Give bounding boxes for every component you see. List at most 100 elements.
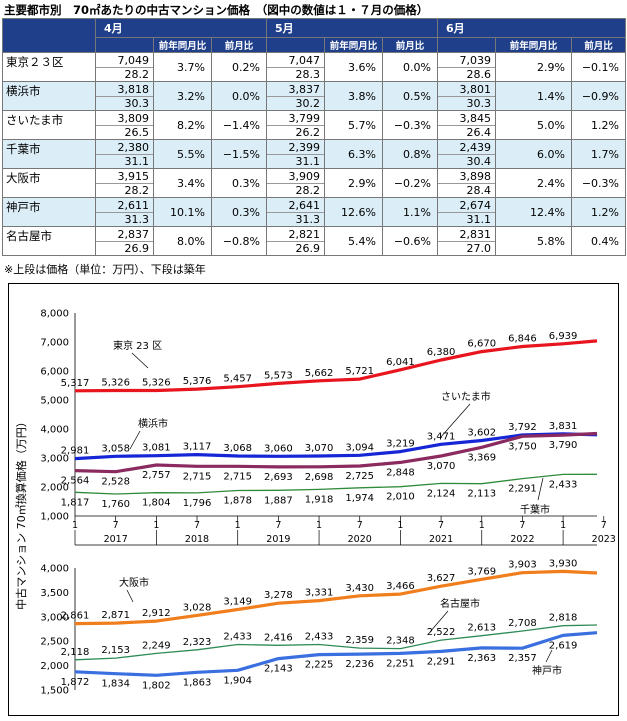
mom-value: 1.1%: [382, 197, 438, 227]
data-label: 2,912: [142, 608, 171, 619]
data-label: 6,670: [467, 339, 496, 350]
yoy-value: 5.4%: [324, 226, 383, 256]
y-tick-label: 2,000: [40, 661, 69, 672]
y-tick-label: 1,500: [40, 686, 69, 697]
data-label: 5,376: [183, 376, 212, 387]
price-value: 2,831: [438, 227, 495, 242]
data-label: 2,010: [386, 492, 415, 503]
price-value: 7,039: [438, 53, 495, 68]
yoy-value: 12.6%: [324, 197, 383, 227]
yoy-value: 5.5%: [153, 139, 212, 169]
data-label: 3,831: [549, 421, 578, 432]
data-label: 2,715: [223, 471, 252, 482]
y-tick-label: 2,500: [40, 637, 69, 648]
data-label: 1,974: [345, 493, 374, 504]
y-tick-label: 5,000: [40, 396, 69, 407]
price-value: 2,611: [96, 198, 153, 213]
series-name-label: 神戸市: [532, 664, 562, 677]
data-label: 3,466: [386, 581, 415, 592]
age-value: 26.9: [124, 242, 150, 255]
data-label: 2,291: [427, 656, 456, 667]
data-label: 5,573: [264, 370, 293, 381]
data-label: 1,802: [142, 680, 171, 691]
data-label: 6,041: [386, 357, 415, 368]
city-name: 神戸市: [2, 197, 96, 227]
series-name-label: さいたま市: [441, 390, 491, 403]
data-label: 2,848: [386, 467, 415, 478]
x-tick-label: 7: [275, 520, 281, 531]
data-label: 1,796: [183, 498, 212, 509]
yoy-header: 前年同月比: [324, 37, 383, 53]
yoy-value: 1.4%: [495, 81, 572, 111]
data-label: 3,068: [223, 443, 252, 454]
table-row: 神戸市 2,611 31.3 10.1% 0.3% 2,641 31.3 12.6% 1.1% 2…: [2, 197, 626, 227]
y-tick-label: 3,500: [40, 588, 69, 599]
y-tick-label: 2,000: [40, 483, 69, 494]
data-label: 1,804: [142, 498, 171, 509]
data-label: 3,094: [345, 442, 374, 453]
data-label: 3,790: [549, 440, 578, 451]
data-label: 5,326: [101, 378, 130, 389]
data-label: 2,708: [508, 618, 537, 629]
series-name-label: 横浜市: [138, 417, 168, 430]
chart-frame: [8, 283, 619, 716]
price-value: 3,809: [96, 111, 153, 126]
x-year-label: 2020: [348, 534, 372, 545]
age-value: 30.3: [124, 97, 150, 110]
data-label: 1,872: [61, 677, 90, 688]
label-leader-line: [129, 430, 141, 450]
price-age-cell: 3,837 30.2: [266, 81, 325, 111]
price-age-cell: 2,439 30.4: [437, 139, 496, 169]
data-label: 3,219: [386, 439, 415, 450]
yoy-value: 12.4%: [495, 197, 572, 227]
age-value: 26.5: [124, 126, 150, 139]
mom-value: −0.3%: [571, 168, 626, 198]
x-tick-label: 1: [560, 520, 566, 531]
label-leader-line: [429, 610, 449, 633]
data-label: 2,757: [142, 470, 171, 481]
table-row: 横浜市 3,818 30.3 3.2% 0.0% 3,837 30.2 3.8% 0.5% 3,8…: [2, 81, 626, 111]
data-label: 2,871: [101, 610, 130, 621]
data-label: 2,323: [183, 637, 212, 648]
data-label: 2,118: [61, 647, 90, 658]
data-label: 3,070: [427, 461, 456, 472]
yoy-value: 3.6%: [324, 52, 383, 82]
y-tick-label: 4,000: [40, 564, 69, 575]
data-label: 3,792: [508, 422, 537, 433]
city-name: 千葉市: [2, 139, 96, 169]
age-value: 28.3: [295, 68, 321, 81]
mom-value: 0.0%: [382, 52, 438, 82]
y-tick-label: 3,000: [40, 612, 69, 623]
data-label: 1,887: [264, 495, 293, 506]
data-label: 5,317: [61, 378, 90, 389]
x-year-label: 2023: [592, 534, 616, 545]
series-line: [74, 431, 598, 474]
data-label: 2,981: [61, 446, 90, 457]
data-label: 2,113: [467, 489, 496, 500]
city-name: 名古屋市: [2, 226, 96, 256]
data-label: 3,930: [549, 558, 578, 569]
mom-value: −0.9%: [571, 81, 626, 111]
mom-value: 0.3%: [211, 197, 267, 227]
x-tick-label: 1: [72, 520, 78, 531]
x-tick-label: 1: [153, 520, 159, 531]
y-tick-label: 1,000: [40, 512, 69, 523]
age-value: 28.2: [124, 68, 150, 81]
data-label: 3,117: [183, 442, 212, 453]
price-value: 2,641: [267, 198, 324, 213]
data-label: 3,278: [264, 590, 293, 601]
series-line: [74, 569, 598, 626]
data-label: 3,070: [305, 443, 334, 454]
price-age-cell: 3,818 30.3: [95, 81, 154, 111]
data-label: 2,348: [386, 636, 415, 647]
data-label: 6,380: [427, 347, 456, 358]
price-value: 3,845: [438, 111, 495, 126]
data-label: 5,457: [223, 374, 252, 385]
data-label: 6,846: [508, 333, 537, 344]
x-tick-label: 7: [519, 520, 525, 531]
data-label: 2,291: [508, 484, 537, 495]
yoy-value: 8.0%: [153, 226, 212, 256]
data-label: 2,619: [549, 640, 578, 651]
yoy-value: 10.1%: [153, 197, 212, 227]
